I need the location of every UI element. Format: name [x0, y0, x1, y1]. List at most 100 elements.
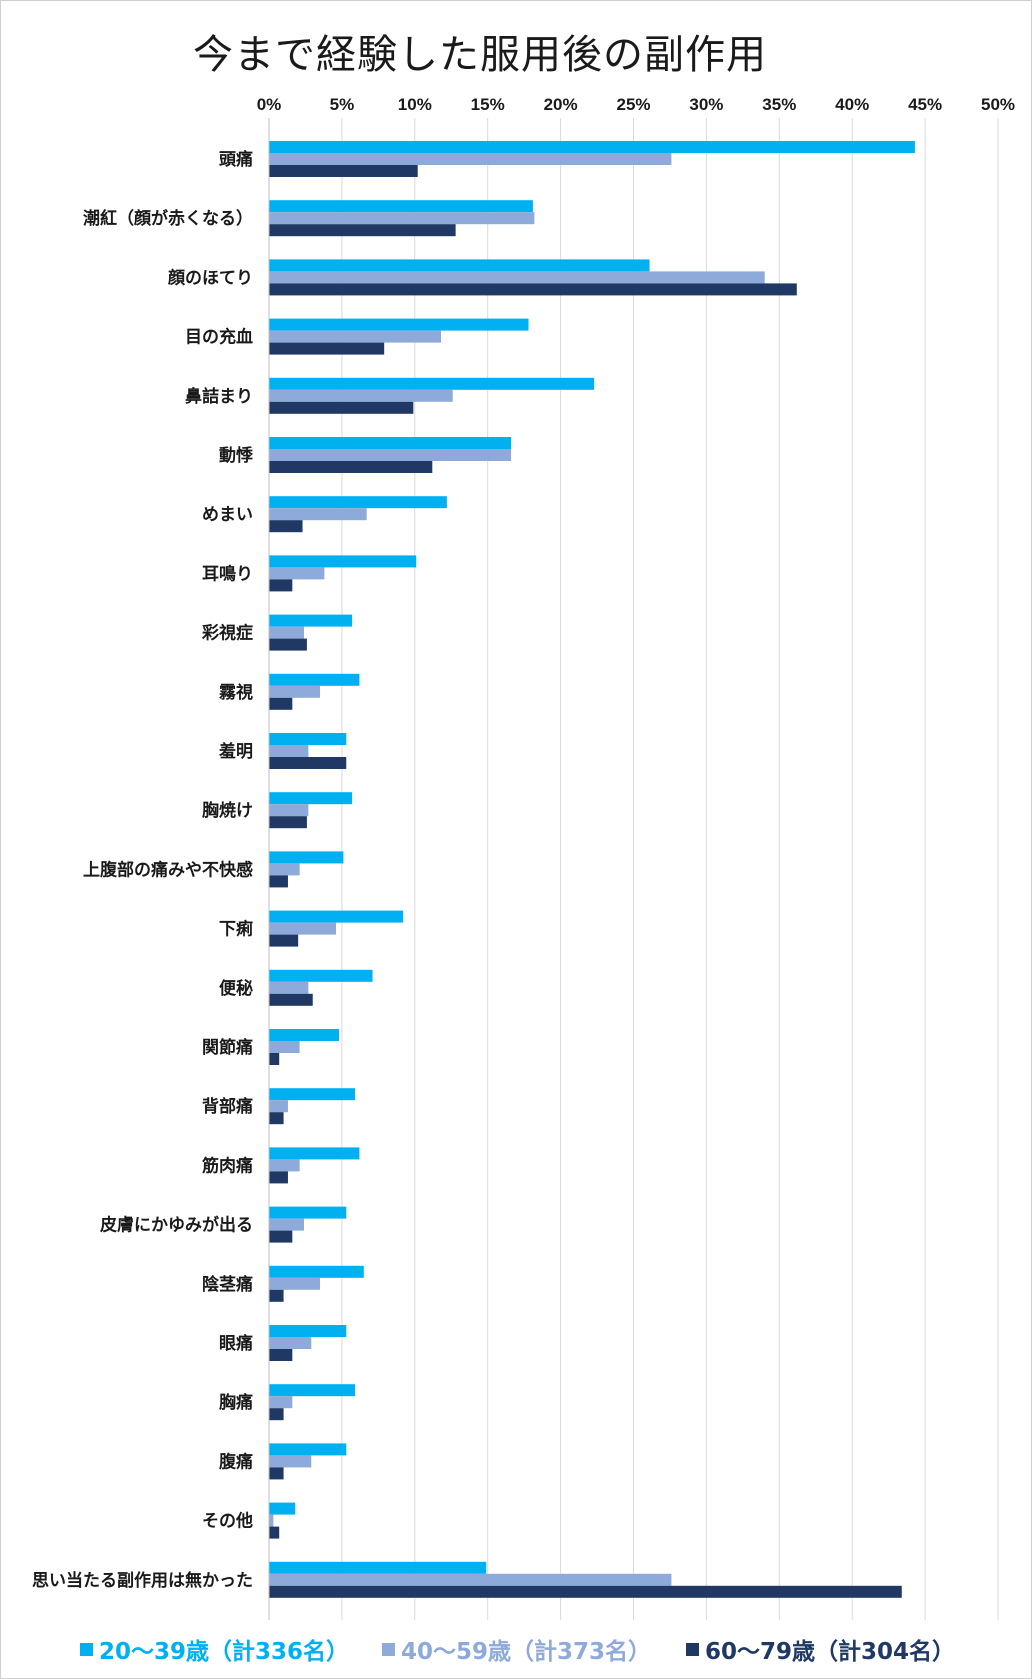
bar-3 [269, 993, 313, 1006]
bar-3 [269, 1289, 284, 1302]
bar-3 [269, 1112, 284, 1125]
bar-2 [269, 1218, 304, 1231]
category-label: 便秘 [219, 978, 253, 998]
category-label: 顔のほてり [167, 267, 253, 287]
legend: 20〜39歳（計336名） 40〜59歳（計373名） 60〜79歳（計304名… [0, 1632, 1032, 1666]
bar-3 [269, 1526, 280, 1539]
bar-1 [269, 1088, 356, 1101]
bar-1 [269, 1147, 360, 1160]
category-label: 潮紅（顔が赤くなる） [83, 208, 253, 228]
bar-1 [269, 318, 529, 331]
bar-2 [269, 1514, 274, 1527]
bar-1 [269, 673, 360, 686]
bar-2 [269, 1573, 672, 1586]
category-label: 彩視症 [201, 623, 253, 643]
bar-1 [269, 259, 650, 272]
category-label: めまい [202, 505, 253, 524]
bar-2 [269, 153, 672, 165]
bar-2 [269, 1455, 312, 1468]
bar-3 [269, 697, 293, 710]
category-label: 動悸 [219, 445, 254, 465]
category-label: 羞明 [218, 741, 253, 761]
bar-2 [269, 212, 535, 225]
bar-1 [269, 437, 512, 449]
x-tick-label: 45% [908, 95, 942, 114]
category-label: 皮膚にかゆみが出る [100, 1215, 253, 1235]
bar-2 [269, 449, 512, 461]
legend-label-20-39: 20〜39歳（計336名） [99, 1639, 350, 1665]
x-tick-label: 30% [689, 95, 723, 114]
legend-swatch-40-59 [382, 1643, 395, 1656]
category-label: 上腹部の痛みや不快感 [83, 859, 253, 879]
bar-2 [269, 1277, 321, 1290]
bar-1 [269, 851, 344, 864]
bar-3 [269, 461, 433, 473]
bar-3 [269, 934, 299, 947]
bar-2 [269, 745, 309, 757]
bar-2 [269, 922, 337, 935]
bar-2 [269, 389, 453, 402]
bar-1 [269, 910, 404, 923]
legend-item-60-79: 60〜79歳（計304名） [686, 1632, 955, 1666]
category-label: 眼痛 [219, 1333, 253, 1353]
bar-3 [269, 1585, 902, 1598]
bar-1 [269, 969, 373, 982]
chart-title: 今まで経験した服用後の副作用 [193, 32, 767, 78]
bar-3 [269, 1408, 284, 1421]
legend-swatch-60-79 [686, 1643, 699, 1656]
x-tick-label: 15% [471, 95, 505, 114]
bar-3 [269, 875, 288, 888]
legend-label-60-79: 60〜79歳（計304名） [705, 1639, 956, 1665]
category-label: 陰茎痛 [202, 1274, 253, 1294]
category-label: 霧視 [219, 682, 253, 702]
bar-1 [269, 141, 915, 153]
bar-3 [269, 401, 414, 414]
bar-3 [269, 520, 303, 533]
bar-1 [269, 1265, 364, 1278]
bar-2 [269, 981, 309, 994]
category-label: 胸痛 [219, 1392, 253, 1412]
bar-3 [269, 283, 797, 296]
bar-2 [269, 626, 304, 639]
x-tick-label: 40% [835, 95, 869, 114]
category-label: 腹痛 [219, 1451, 253, 1471]
bar-2 [269, 804, 309, 817]
bar-3 [269, 816, 307, 829]
bar-2 [269, 685, 321, 698]
category-label: その他 [202, 1511, 253, 1531]
category-label: 思い当たる副作用は無かった [32, 1570, 253, 1590]
bar-1 [269, 377, 595, 390]
legend-item-40-59: 40〜59歳（計373名） [382, 1632, 651, 1666]
bar-3 [269, 1053, 280, 1065]
bar-3 [269, 224, 456, 237]
bar-2 [269, 508, 367, 521]
category-label: 下痢 [219, 919, 253, 939]
bar-2 [269, 1041, 300, 1053]
category-label: 関節痛 [202, 1037, 253, 1057]
bar-1 [269, 200, 533, 213]
legend-label-40-59: 40〜59歳（計373名） [401, 1639, 652, 1665]
bar-1 [269, 792, 353, 805]
bar-2 [269, 1337, 312, 1349]
bar-1 [269, 496, 447, 509]
category-label: 筋肉痛 [201, 1155, 253, 1175]
bar-3 [269, 579, 293, 592]
legend-item-20-39: 20〜39歳（計336名） [80, 1632, 349, 1666]
x-tick-label: 50% [981, 95, 1015, 114]
bar-1 [269, 1502, 296, 1515]
bar-3 [269, 165, 418, 177]
bar-3 [269, 1467, 284, 1480]
bar-3 [269, 1349, 293, 1361]
bar-2 [269, 1159, 300, 1172]
bar-2 [269, 1396, 293, 1409]
bar-1 [269, 1561, 487, 1574]
bar-3 [269, 342, 385, 355]
bar-3 [269, 757, 347, 769]
category-label: 耳鳴り [202, 563, 253, 583]
category-label: 目の充血 [185, 327, 253, 347]
category-label: 頭痛 [219, 149, 253, 169]
bar-2 [269, 567, 325, 580]
bar-3 [269, 638, 307, 651]
bar-2 [269, 1100, 288, 1113]
